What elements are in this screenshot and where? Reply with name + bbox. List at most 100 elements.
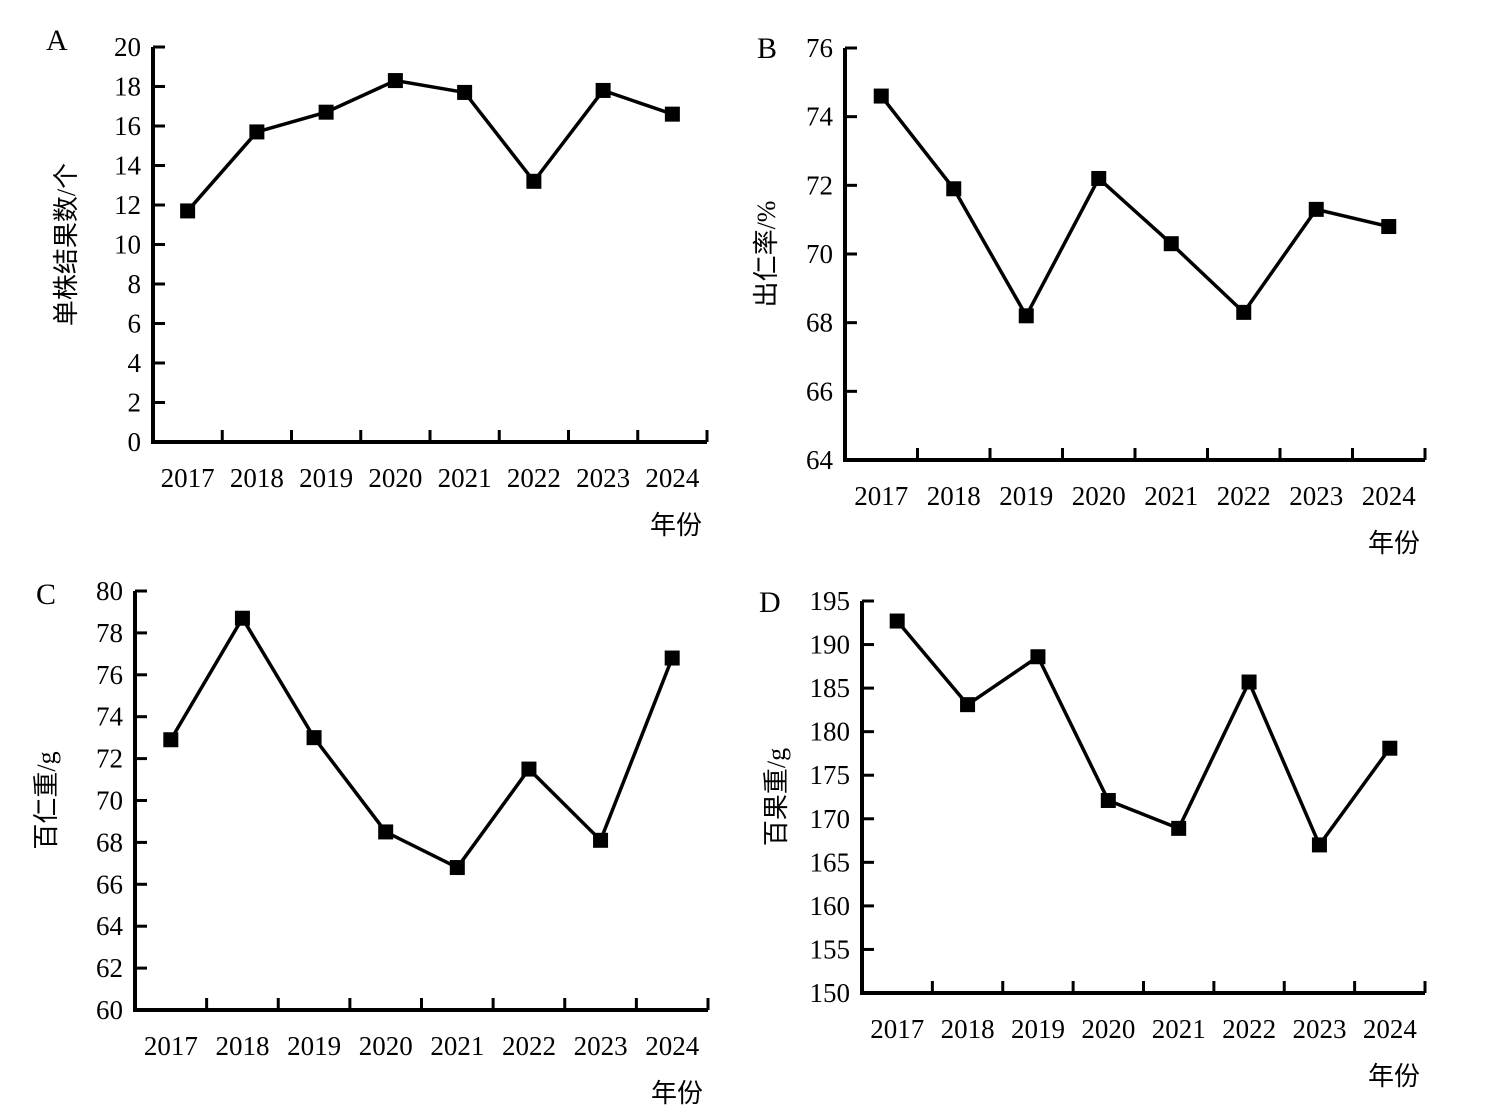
x-tick-label: 2019 <box>299 463 353 493</box>
y-tick-label: 12 <box>114 190 141 220</box>
y-tick-label: 70 <box>96 786 123 816</box>
data-point-marker <box>163 732 179 748</box>
y-tick-label: 0 <box>128 427 142 457</box>
data-point-marker <box>1030 649 1046 665</box>
x-tick-label: 2022 <box>507 463 561 493</box>
axis-lines <box>860 601 1425 995</box>
data-point-marker <box>318 104 334 120</box>
y-tick-label: 10 <box>114 230 141 260</box>
y-tick-label: 64 <box>806 445 834 475</box>
x-tick-label: 2021 <box>438 463 492 493</box>
panel-letter: C <box>36 578 56 611</box>
y-axis-title: 单株结果数/个 <box>52 163 81 326</box>
data-point-marker <box>526 173 542 189</box>
y-tick-label: 16 <box>114 111 141 141</box>
x-tick-label: 2017 <box>854 481 908 511</box>
x-tick-label: 2022 <box>1217 481 1271 511</box>
y-tick-label: 62 <box>96 953 123 983</box>
y-tick-label: 72 <box>806 170 833 200</box>
y-tick-label: 175 <box>810 760 851 790</box>
y-tick-label: 80 <box>96 576 123 606</box>
x-axis-title: 年份 <box>651 1079 703 1108</box>
x-tick-label: 2023 <box>1289 481 1343 511</box>
y-axis-title: 百仁重/g <box>32 751 61 849</box>
y-tick-label: 70 <box>806 239 833 269</box>
panel-a: 20 18 16 14 12 10 8 6 4 2 0 2017 2018 2019 2020 2021 202… <box>0 0 745 558</box>
y-tick-label: 8 <box>128 269 142 299</box>
y-tick-label: 150 <box>810 978 851 1008</box>
x-tick-label: 2019 <box>999 481 1053 511</box>
y-tick-label: 170 <box>810 804 851 834</box>
chart-panel-c: 80 78 76 74 72 70 68 66 64 62 60 2017 2018 2019 2020 20… <box>32 576 710 1108</box>
data-point-marker <box>1382 740 1398 756</box>
data-point-marker <box>595 82 611 98</box>
y-tick-label: 14 <box>114 151 142 181</box>
y-tick-label: 64 <box>96 911 124 941</box>
data-point-marker <box>664 650 680 666</box>
y-tick-label: 66 <box>806 376 833 406</box>
panel-letter: D <box>759 586 781 619</box>
x-tick-label: 2024 <box>1362 481 1417 511</box>
x-axis-title: 年份 <box>650 511 702 540</box>
x-tick-label: 2022 <box>1222 1014 1276 1044</box>
x-tick-label: 2023 <box>576 463 630 493</box>
data-point-marker <box>873 88 889 104</box>
y-tick-label: 4 <box>128 348 142 378</box>
x-tick-label: 2018 <box>927 481 981 511</box>
x-tick-label: 2021 <box>430 1031 484 1061</box>
y-tick-label: 155 <box>810 934 851 964</box>
y-tick-label: 68 <box>96 827 123 857</box>
y-tick-label: 74 <box>806 102 834 132</box>
y-axis-title: 百果重/g <box>762 748 791 846</box>
data-point-marker <box>378 824 394 840</box>
axis-lines <box>151 47 707 444</box>
x-tick-label: 2019 <box>1011 1014 1065 1044</box>
y-tick-label: 195 <box>810 586 851 616</box>
x-tick-label: 2019 <box>287 1031 341 1061</box>
x-tick-label: 2018 <box>941 1014 995 1044</box>
x-axis-title: 年份 <box>1368 1062 1420 1091</box>
data-point-marker <box>249 124 265 140</box>
x-tick-label: 2023 <box>1292 1014 1346 1044</box>
data-point-marker <box>234 610 250 626</box>
y-tick-label: 165 <box>810 847 851 877</box>
x-tick-label: 2020 <box>1081 1014 1135 1044</box>
x-tick-label: 2024 <box>1363 1014 1418 1044</box>
data-point-marker <box>1381 219 1397 235</box>
panel-letter: A <box>46 24 68 57</box>
series-line <box>169 614 674 870</box>
x-tick-label: 2017 <box>161 463 215 493</box>
y-tick-label: 74 <box>96 702 124 732</box>
y-tick-label: 60 <box>96 995 123 1025</box>
panel-b: 76 74 72 70 68 66 64 2017 2018 2019 2020 2021 2022 20… <box>745 0 1490 558</box>
y-tick-label: 6 <box>128 309 142 339</box>
data-point-marker <box>1018 308 1034 324</box>
series-line <box>879 94 1390 320</box>
x-tick-label: 2018 <box>230 463 284 493</box>
x-tick-label: 2021 <box>1152 1014 1206 1044</box>
x-tick-label: 2020 <box>1072 481 1126 511</box>
y-tick-label: 78 <box>96 618 123 648</box>
y-tick-label: 76 <box>96 660 123 690</box>
data-point-marker <box>306 730 322 746</box>
axis-lines <box>843 48 1425 462</box>
panel-letter: B <box>757 32 777 65</box>
x-tick-label: 2017 <box>144 1031 198 1061</box>
x-tick-label: 2023 <box>574 1031 628 1061</box>
series-line <box>895 619 1392 849</box>
x-tick-label: 2020 <box>368 463 422 493</box>
data-point-marker <box>387 73 403 89</box>
y-tick-label: 66 <box>96 869 123 899</box>
y-tick-label: 76 <box>806 33 833 63</box>
x-tick-label: 2021 <box>1144 481 1198 511</box>
x-tick-label: 2024 <box>645 463 700 493</box>
data-point-marker <box>889 613 905 629</box>
x-tick-label: 2017 <box>870 1014 924 1044</box>
series-line <box>186 78 673 213</box>
data-point-marker <box>521 761 537 777</box>
x-tick-label: 2024 <box>645 1031 700 1061</box>
chart-panel-d: 195 190 185 180 175 170 165 160 155 150 2017 2018 20… <box>759 586 1427 1091</box>
data-point-marker <box>1236 304 1252 320</box>
y-tick-label: 72 <box>96 744 123 774</box>
